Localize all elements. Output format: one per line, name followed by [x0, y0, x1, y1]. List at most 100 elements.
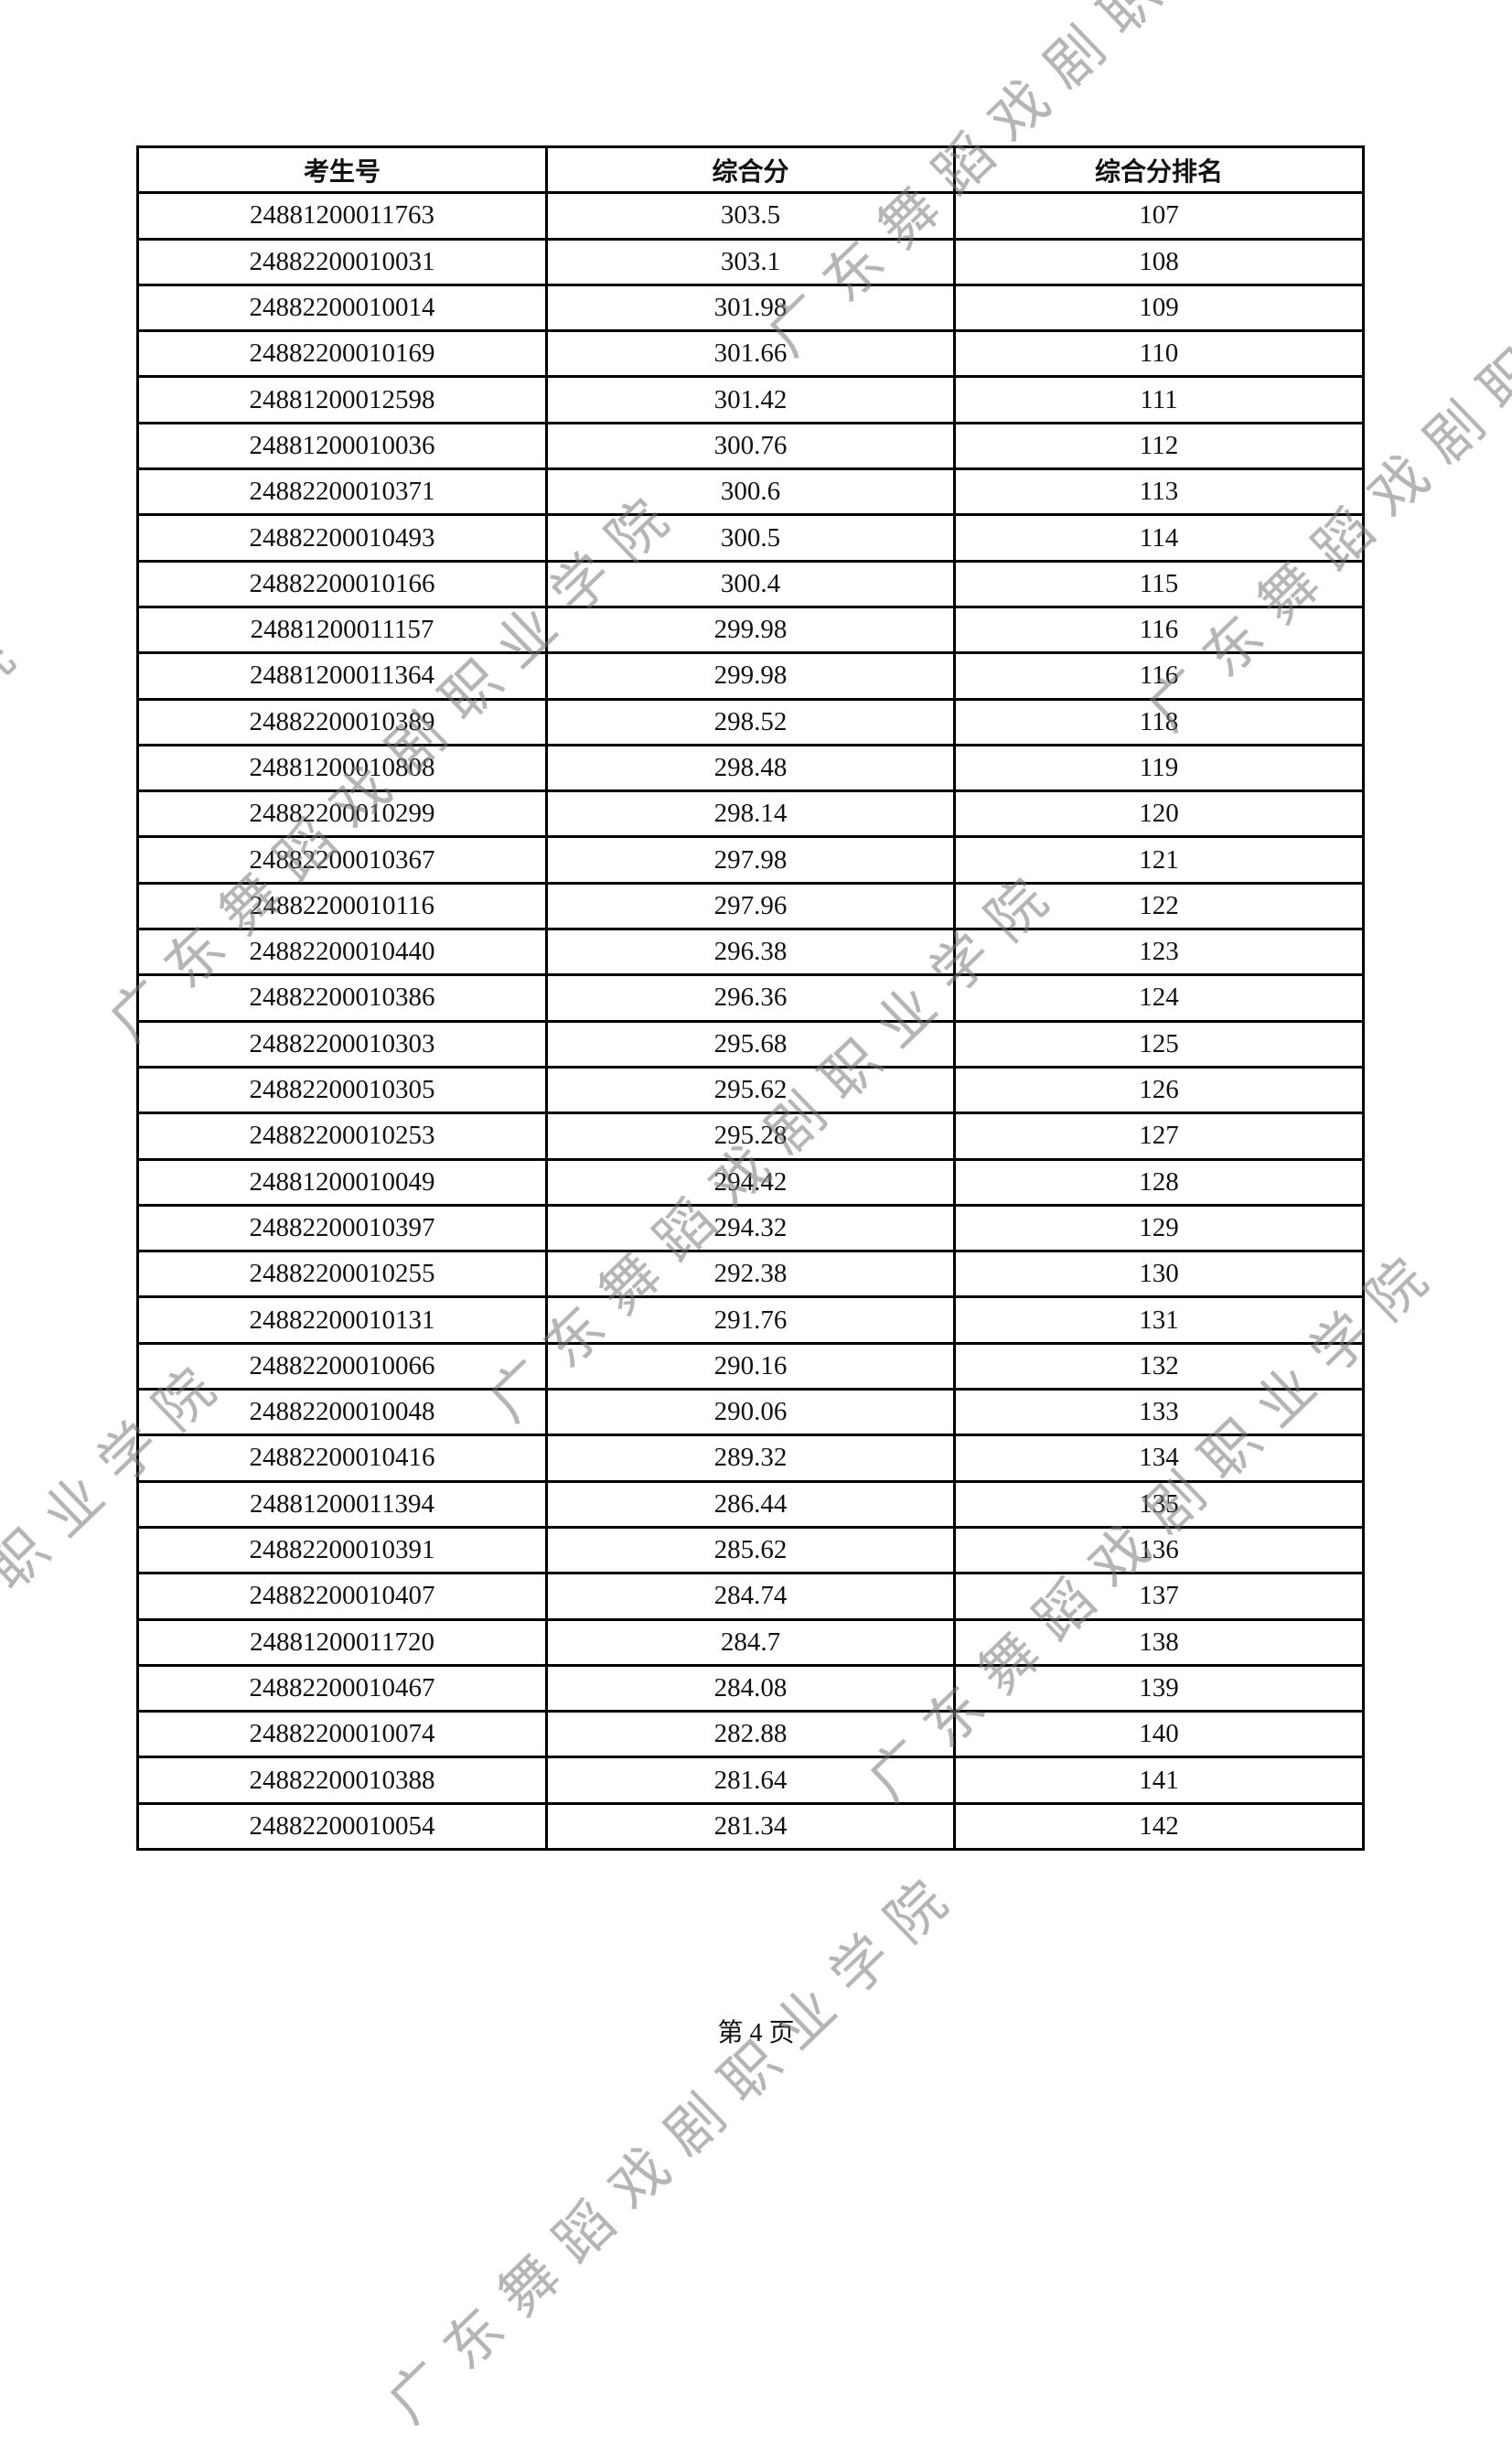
cell-total-score: 301.66	[545, 329, 956, 379]
cell-exam-id: 24881200010036	[136, 421, 548, 471]
table-row: 24881200011763 303.5 107	[136, 191, 1365, 241]
cell-exam-id: 24881200011157	[136, 605, 548, 655]
cell-rank: 132	[953, 1341, 1365, 1391]
cell-total-score: 299.98	[545, 651, 956, 701]
cell-rank: 115	[953, 559, 1365, 608]
table-row: 24882200010299 298.14 120	[136, 789, 1365, 839]
score-ranking-table: 考生号 综合分 综合分排名 24881200011763 303.5 107 2488…	[136, 145, 1365, 1851]
cell-rank: 133	[953, 1388, 1365, 1437]
cell-total-score: 300.6	[545, 467, 956, 517]
table-row: 24881200011720 284.7 138	[136, 1617, 1365, 1667]
cell-total-score: 300.4	[545, 559, 956, 608]
cell-total-score: 289.32	[545, 1434, 956, 1483]
cell-rank: 111	[953, 375, 1365, 424]
table-row: 24882200010389 298.52 118	[136, 697, 1365, 746]
cell-total-score: 298.14	[545, 789, 956, 839]
cell-exam-id: 24882200010303	[136, 1019, 548, 1069]
cell-total-score: 281.34	[545, 1801, 956, 1851]
cell-exam-id: 24881200011394	[136, 1479, 548, 1529]
cell-rank: 131	[953, 1295, 1365, 1345]
cell-total-score: 298.52	[545, 697, 956, 746]
cell-exam-id: 24881200011364	[136, 651, 548, 701]
cell-rank: 135	[953, 1479, 1365, 1529]
cell-exam-id: 24882200010066	[136, 1341, 548, 1391]
cell-exam-id: 24881200012598	[136, 375, 548, 424]
table-row: 24882200010391 285.62 136	[136, 1525, 1365, 1575]
cell-total-score: 300.76	[545, 421, 956, 471]
table-row: 24882200010131 291.76 131	[136, 1295, 1365, 1345]
cell-exam-id: 24882200010116	[136, 881, 548, 931]
table-row: 24881200011364 299.98 116	[136, 651, 1365, 701]
watermark-text: 广东舞蹈戏剧职业学院	[374, 1853, 974, 2436]
cell-rank: 126	[953, 1065, 1365, 1115]
cell-exam-id: 24882200010074	[136, 1710, 548, 1759]
cell-total-score: 294.42	[545, 1157, 956, 1207]
cell-rank: 138	[953, 1617, 1365, 1667]
header-exam-id: 考生号	[136, 145, 548, 195]
table-row: 24882200010253 295.28 127	[136, 1112, 1365, 1161]
cell-exam-id: 24882200010166	[136, 559, 548, 608]
cell-total-score: 295.62	[545, 1065, 956, 1115]
cell-total-score: 282.88	[545, 1710, 956, 1759]
cell-exam-id: 24882200010467	[136, 1663, 548, 1713]
cell-exam-id: 24882200010031	[136, 237, 548, 286]
cell-total-score: 290.06	[545, 1388, 956, 1437]
cell-exam-id: 24882200010253	[136, 1112, 548, 1161]
cell-exam-id: 24882200010386	[136, 973, 548, 1023]
table-row: 24882200010054 281.34 142	[136, 1801, 1365, 1851]
table-row: 24882200010066 290.16 132	[136, 1341, 1365, 1391]
cell-exam-id: 24882200010388	[136, 1756, 548, 1805]
watermark-text: 广东舞蹈戏剧职业学院	[0, 609, 41, 1192]
cell-rank: 128	[953, 1157, 1365, 1207]
table-row: 24881200010808 298.48 119	[136, 743, 1365, 793]
cell-rank: 141	[953, 1756, 1365, 1805]
table-row: 24882200010303 295.68 125	[136, 1019, 1365, 1069]
cell-exam-id: 24881200010808	[136, 743, 548, 793]
table-row: 24882200010388 281.64 141	[136, 1756, 1365, 1805]
cell-exam-id: 24882200010014	[136, 283, 548, 333]
cell-total-score: 295.28	[545, 1112, 956, 1161]
cell-rank: 110	[953, 329, 1365, 379]
table-row: 24882200010166 300.4 115	[136, 559, 1365, 608]
cell-rank: 107	[953, 191, 1365, 241]
cell-rank: 119	[953, 743, 1365, 793]
cell-rank: 108	[953, 237, 1365, 286]
cell-total-score: 294.32	[545, 1203, 956, 1253]
cell-total-score: 296.36	[545, 973, 956, 1023]
header-rank: 综合分排名	[953, 145, 1365, 195]
cell-total-score: 292.38	[545, 1250, 956, 1299]
cell-total-score: 290.16	[545, 1341, 956, 1391]
cell-exam-id: 24882200010416	[136, 1434, 548, 1483]
cell-total-score: 297.96	[545, 881, 956, 931]
table-row: 24882200010031 303.1 108	[136, 237, 1365, 286]
cell-total-score: 284.7	[545, 1617, 956, 1667]
cell-exam-id: 24882200010389	[136, 697, 548, 746]
cell-total-score: 297.98	[545, 835, 956, 885]
cell-exam-id: 24882200010440	[136, 928, 548, 977]
cell-exam-id: 24881200010049	[136, 1157, 548, 1207]
cell-exam-id: 24882200010493	[136, 513, 548, 563]
page-number: 第 4 页	[717, 2019, 795, 2047]
table-row: 24882200010048 290.06 133	[136, 1388, 1365, 1437]
cell-exam-id: 24882200010131	[136, 1295, 548, 1345]
cell-exam-id: 24882200010371	[136, 467, 548, 517]
table-row: 24882200010407 284.74 137	[136, 1572, 1365, 1621]
cell-rank: 127	[953, 1112, 1365, 1161]
cell-exam-id: 24881200011720	[136, 1617, 548, 1667]
table-row: 24881200012598 301.42 111	[136, 375, 1365, 424]
cell-exam-id: 24882200010397	[136, 1203, 548, 1253]
table-row: 24882200010386 296.36 124	[136, 973, 1365, 1023]
cell-total-score: 296.38	[545, 928, 956, 977]
cell-rank: 139	[953, 1663, 1365, 1713]
cell-rank: 113	[953, 467, 1365, 517]
cell-total-score: 298.48	[545, 743, 956, 793]
cell-total-score: 284.08	[545, 1663, 956, 1713]
table-row: 24882200010305 295.62 126	[136, 1065, 1365, 1115]
table-row: 24882200010014 301.98 109	[136, 283, 1365, 333]
table-row: 24881200010036 300.76 112	[136, 421, 1365, 471]
cell-total-score: 281.64	[545, 1756, 956, 1805]
cell-total-score: 301.42	[545, 375, 956, 424]
cell-exam-id: 24882200010048	[136, 1388, 548, 1437]
cell-rank: 116	[953, 651, 1365, 701]
cell-rank: 109	[953, 283, 1365, 333]
